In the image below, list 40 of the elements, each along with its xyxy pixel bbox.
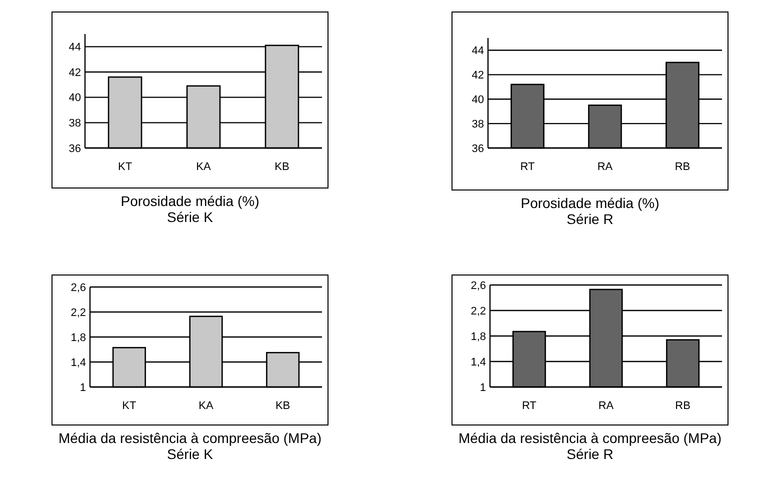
y-tick-label: 1 [480,382,486,394]
x-tick-label: RA [597,161,614,173]
text: Série K [167,446,214,462]
x-tick-label: RT [522,400,537,412]
y-tick-label: 1,4 [70,356,86,369]
x-tick-label: KB [274,161,290,173]
y-tick-label: 1,8 [470,330,486,343]
y-tick-label: 1 [80,382,86,394]
x-tick-label: RB [675,400,690,412]
y-tick-label: 44 [68,42,81,54]
text: Média da resistência à compreesão (MPa) [458,430,722,446]
text: Série R [566,446,614,462]
text: Média da resistência à compreesão (MPa) [58,430,322,446]
x-tick-label: KB [275,400,290,412]
y-tick-label: 40 [472,94,484,106]
y-tick-label: 38 [68,118,81,130]
x-tick-label: RT [520,161,536,173]
text: Série R [566,211,614,227]
y-tick-label: 2,6 [470,280,486,292]
y-tick-label: 2,6 [70,282,86,294]
x-tick-label: RB [674,161,690,173]
y-tick-label: 38 [472,118,484,130]
text: Porosidade média (%) [520,195,660,211]
y-tick-label: 42 [472,70,484,82]
y-tick-label: 42 [68,66,81,79]
y-tick-label: 36 [472,142,484,155]
x-tick-label: KA [196,161,212,173]
text: Série K [167,209,214,225]
x-tick-label: KT [122,400,136,412]
y-tick-label: 1,8 [70,332,86,344]
y-tick-label: 36 [68,142,81,155]
y-tick-label: 40 [68,92,81,104]
text: Porosidade média (%) [120,193,260,209]
y-tick-label: 44 [472,45,484,58]
y-tick-label: 2,2 [70,306,86,319]
x-tick-label: KT [118,161,132,173]
y-tick-label: 1,4 [470,356,486,368]
y-tick-label: 2,2 [470,305,486,318]
x-tick-label: KA [198,400,214,412]
x-tick-label: RA [598,400,614,412]
